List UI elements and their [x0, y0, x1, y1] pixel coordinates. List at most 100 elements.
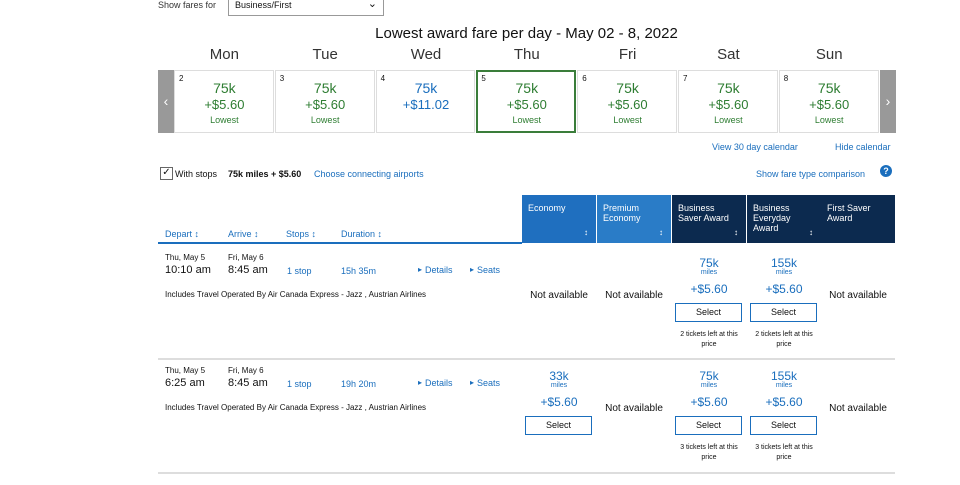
next-week[interactable]: ›	[880, 70, 896, 133]
weekday: Sun	[815, 46, 843, 63]
sort-header[interactable]: Stops ↕	[286, 229, 317, 239]
duration: 15h 35m	[341, 266, 377, 276]
fare-unit: miles	[700, 382, 718, 389]
row-divider	[158, 472, 895, 474]
day-miles: 75k	[817, 80, 841, 96]
day-cell[interactable]	[174, 70, 274, 133]
stops[interactable]: 1 stop	[287, 266, 312, 276]
day-fee: +$5.60	[506, 97, 547, 112]
not-available: Not available	[530, 290, 588, 301]
day-date: 6	[582, 74, 587, 83]
fare-unit: miles	[550, 382, 568, 389]
arrive-time: 8:45 am	[228, 377, 268, 389]
seats-link[interactable]: Seats	[477, 265, 501, 275]
fare-column-header[interactable]: First Saver Award	[821, 195, 895, 243]
best-fare: 75k miles + $5.60	[228, 169, 302, 179]
connecting-link[interactable]: Choose connecting airports	[314, 169, 424, 179]
depart-time: 6:25 am	[165, 377, 205, 389]
sort-underline	[158, 242, 522, 244]
day-note: Lowest	[714, 115, 743, 125]
day-cell[interactable]	[375, 70, 476, 133]
fare-fee: +$5.60	[690, 282, 728, 296]
select-button[interactable]: Select	[750, 303, 817, 322]
select-button[interactable]: Select	[750, 416, 817, 435]
day-date: 8	[783, 74, 789, 83]
sort-header[interactable]: Arrive ↕	[228, 229, 259, 239]
depart-time: 10:10 am	[165, 264, 211, 276]
row-divider	[158, 358, 895, 360]
operator-note: Includes Travel Operated By Air Canada E…	[165, 403, 427, 412]
not-available: Not available	[605, 403, 663, 414]
day-miles: 75k	[515, 80, 539, 96]
day-cell[interactable]	[577, 70, 677, 133]
day-note: Lowest	[512, 115, 542, 125]
day-fee: +$5.60	[204, 97, 245, 112]
sort-header-label: Depart	[165, 229, 193, 239]
day-note: Lowest	[210, 115, 239, 125]
fare-unit: miles	[775, 382, 793, 389]
arrive-date: Fri, May 6	[228, 366, 264, 375]
fare-unit: miles	[775, 269, 793, 276]
day-cell[interactable]	[476, 70, 577, 133]
fare-fee: +$5.60	[690, 395, 728, 409]
fare-miles: 155k	[770, 369, 798, 383]
not-available: Not available	[829, 290, 887, 301]
fare-select-value: Business/First	[235, 0, 292, 10]
fare-column-header[interactable]: Business Everyday Award	[747, 195, 821, 243]
fare-column-header[interactable]: Premium Economy	[597, 195, 671, 243]
day-cell[interactable]	[274, 70, 375, 133]
fare-column-label: Economy	[528, 203, 566, 213]
seats-link[interactable]: Seats	[477, 378, 501, 388]
availability-note: 3 tickets left at this price	[680, 444, 738, 461]
comparison-link[interactable]: Show fare type comparison	[756, 169, 866, 179]
select-button[interactable]: Select	[675, 303, 742, 322]
filter-label: Show fares for	[158, 0, 217, 10]
sort-icon: ↕	[734, 228, 738, 237]
depart-date: Thu, May 5	[165, 366, 206, 375]
day-fee: +$11.02	[402, 97, 450, 112]
details-link[interactable]: Details	[425, 265, 453, 275]
fare-select[interactable]: Business/First ⌄	[228, 0, 384, 16]
day-miles: 75k	[616, 80, 639, 96]
stops[interactable]: 1 stop	[287, 379, 312, 389]
fare-miles: 33k	[549, 369, 569, 383]
weekday: Fri	[618, 46, 637, 63]
weekday: Mon	[209, 46, 239, 63]
sort-header-label: Arrive	[228, 229, 252, 239]
day-fee: +$5.60	[305, 97, 346, 112]
help-icon[interactable]: ?	[880, 165, 892, 177]
select-button[interactable]: Select	[675, 416, 742, 435]
prev-week[interactable]: ‹	[158, 70, 174, 133]
with-stops-checkbox[interactable]: ✓	[160, 167, 173, 180]
day-note: Lowest	[814, 115, 844, 125]
operator-note: Includes Travel Operated By Air Canada E…	[165, 290, 427, 299]
day-miles: 75k	[313, 80, 337, 96]
hide-calendar-link[interactable]: Hide calendar	[835, 142, 891, 152]
weekday: Wed	[410, 46, 442, 63]
day-note: Lowest	[310, 115, 340, 125]
sort-icon: ↕	[809, 228, 813, 237]
availability-note: 2 tickets left at this price	[680, 331, 738, 348]
fare-fee: +$5.60	[765, 395, 803, 409]
with-stops-label: With stops	[175, 169, 218, 179]
fare-miles: 75k	[699, 256, 719, 270]
day-cell[interactable]	[778, 70, 879, 133]
details-link[interactable]: Details	[425, 378, 453, 388]
weekday: Thu	[513, 46, 540, 63]
day-fee: +$5.60	[708, 97, 749, 112]
fare-column-label: First Saver Award	[827, 203, 871, 223]
view-calendar-link[interactable]: View 30 day calendar	[712, 142, 798, 152]
select-button[interactable]: Select	[525, 416, 592, 435]
sort-header-label: Stops	[286, 229, 310, 239]
sort-header[interactable]: Depart ↕	[165, 229, 200, 239]
sort-icon: ↕	[584, 228, 588, 237]
not-available: Not available	[829, 403, 887, 414]
fare-column-label: Business Saver Award	[678, 203, 729, 223]
day-cell[interactable]	[678, 70, 778, 133]
fare-fee: +$5.60	[765, 282, 803, 296]
fare-column-header[interactable]: Business Saver Award	[672, 195, 746, 243]
day-miles: 75k	[717, 80, 740, 96]
sort-header[interactable]: Duration ↕	[341, 229, 383, 239]
fare-column-header[interactable]: Economy	[522, 195, 596, 243]
